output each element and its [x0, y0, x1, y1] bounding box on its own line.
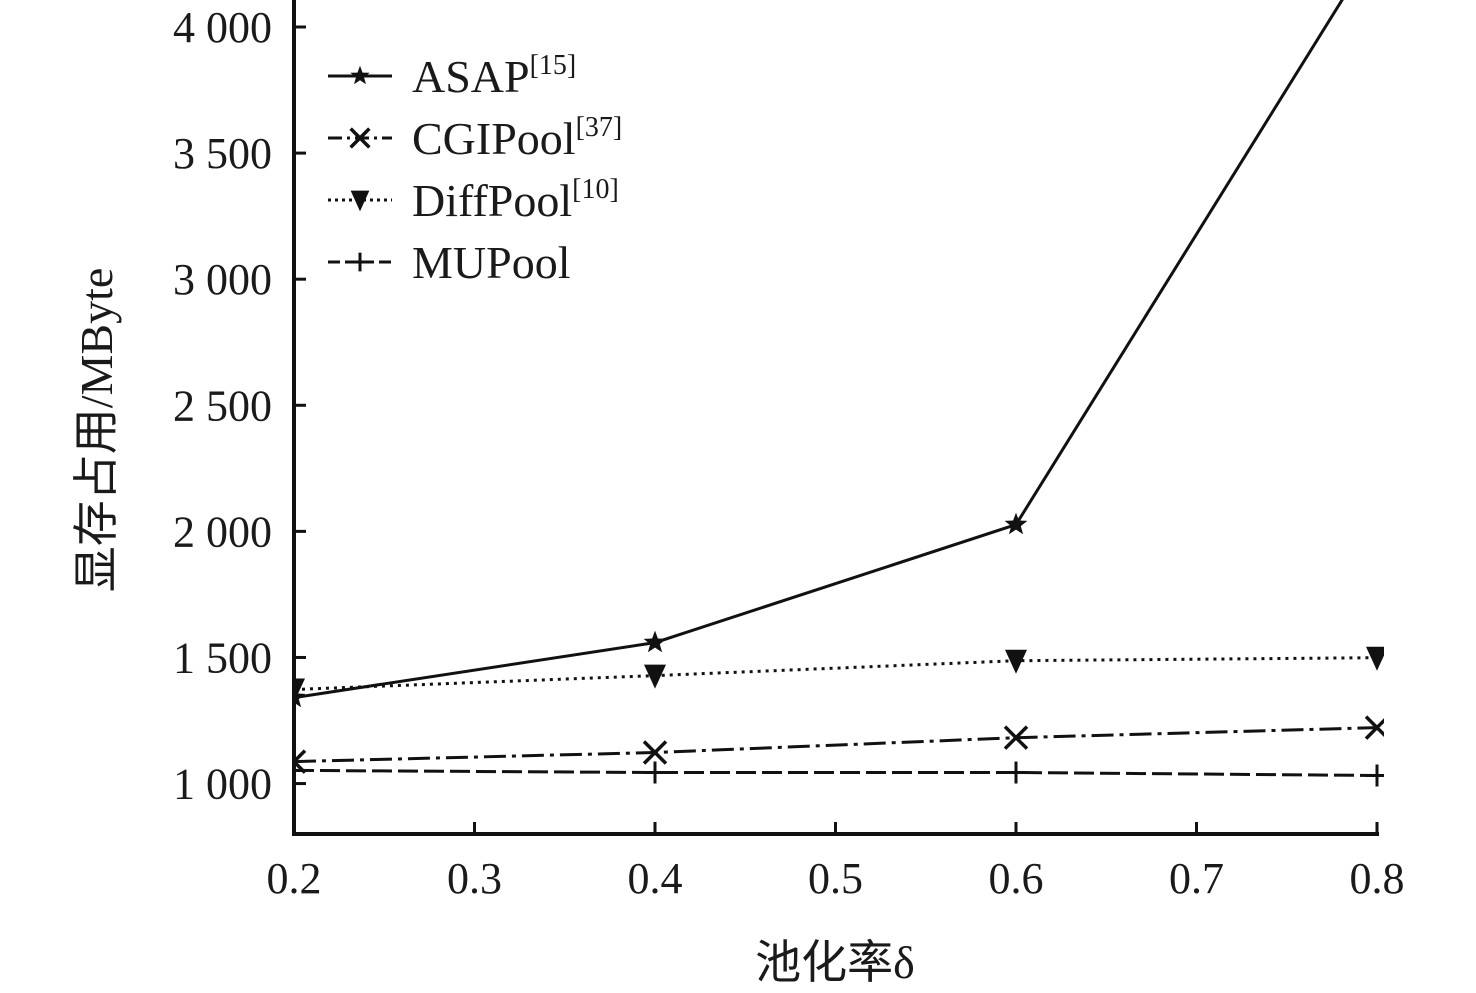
plus-marker	[644, 761, 666, 784]
series-mupool	[294, 759, 1384, 787]
plus-marker	[350, 252, 370, 272]
legend-ref: [37]	[576, 112, 623, 143]
y-axis-label: 显存占用/MByte	[71, 268, 122, 593]
x-marker	[349, 127, 371, 149]
legend-label: MUPool	[412, 237, 570, 288]
y-tick-label: 3 000	[173, 255, 272, 304]
triangle-down-marker	[350, 190, 370, 212]
legend-ref: [15]	[530, 50, 577, 81]
x-tick-label: 0.4	[628, 854, 683, 903]
series-line	[294, 726, 1378, 764]
axes: 0.2 0.3 0.4 0.5 0.6 0.7 0.8 1 000 1 500 2 000 2 50…	[173, 0, 1405, 903]
legend-label: DiffPool[10]	[412, 174, 619, 226]
x-tick-label: 0.2	[267, 854, 322, 903]
x-marker	[642, 740, 668, 765]
series-line	[294, 768, 1378, 777]
y-tick-label: 4 000	[173, 3, 272, 52]
y-tick-label: 1 000	[173, 760, 272, 809]
triangle-down-marker	[294, 678, 305, 703]
legend-entry-mupool: MUPool	[328, 237, 570, 288]
series-cgipool	[294, 715, 1384, 774]
series-diffpool	[294, 646, 1384, 703]
legend-name: DiffPool	[412, 175, 572, 226]
star-marker	[1004, 512, 1028, 535]
x-marker	[1003, 725, 1029, 750]
series-asap	[294, 0, 1344, 708]
y-tick-label: 3 500	[173, 129, 272, 178]
x-tick-label: 0.8	[1350, 854, 1405, 903]
x-axis-label: 池化率δ	[755, 937, 915, 988]
legend-label: ASAP[15]	[412, 50, 576, 102]
plus-marker	[294, 759, 305, 782]
legend-label: CGIPool[37]	[412, 112, 622, 164]
legend-name: ASAP	[412, 51, 530, 102]
triangle-down-marker	[1366, 646, 1384, 671]
series-group	[294, 0, 1384, 787]
legend-name: MUPool	[412, 237, 570, 288]
legend-entry-asap: ASAP[15]	[328, 50, 576, 102]
legend-entry-diffpool: DiffPool[10]	[328, 174, 619, 226]
plus-marker	[1005, 761, 1027, 784]
legend-ref: [10]	[572, 174, 619, 205]
x-tick-label: 0.7	[1169, 854, 1224, 903]
star-marker	[350, 65, 370, 85]
star-marker	[643, 630, 667, 653]
legend: ASAP[15] CGIPool[37] DiffPool[10] MUPool	[328, 50, 622, 288]
plus-marker	[1366, 764, 1384, 787]
series-line	[294, 0, 1344, 700]
x-marker	[1364, 715, 1384, 740]
x-tick-label: 0.3	[447, 854, 502, 903]
triangle-down-marker	[644, 664, 666, 689]
star-marker	[294, 685, 306, 708]
x-tick-label: 0.5	[808, 854, 863, 903]
legend-name: CGIPool	[412, 113, 576, 164]
y-tick-label: 2 500	[173, 381, 272, 430]
y-tick-label: 2 000	[173, 507, 272, 556]
y-tick-label: 1 500	[173, 633, 272, 682]
x-tick-label: 0.6	[989, 854, 1044, 903]
triangle-down-marker	[1005, 649, 1027, 674]
legend-entry-cgipool: CGIPool[37]	[328, 112, 622, 164]
